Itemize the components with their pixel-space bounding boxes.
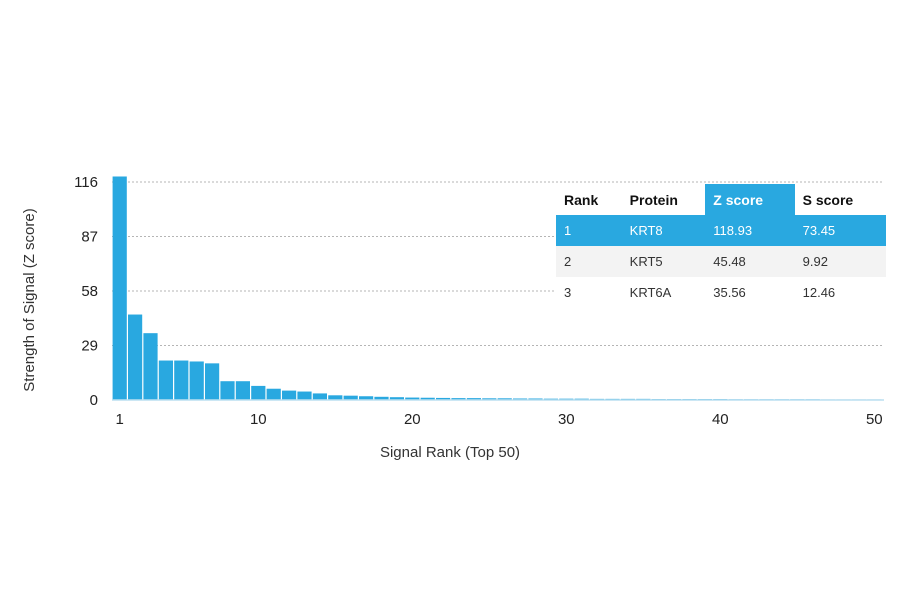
header-rank: Rank (556, 184, 622, 215)
bar-rank-21 (420, 397, 435, 400)
bar-series (112, 176, 882, 401)
bar-rank-11 (266, 388, 281, 400)
cell-rank: 3 (556, 277, 622, 308)
bar-rank-15 (328, 395, 343, 400)
bar-rank-7 (205, 363, 220, 400)
x-tick-label: 30 (558, 411, 575, 428)
x-tick-label: 50 (866, 411, 883, 428)
bar-rank-28 (528, 398, 543, 400)
bar-rank-2 (128, 314, 143, 400)
y-tick-label: 29 (81, 338, 98, 355)
x-tick-label: 40 (712, 411, 729, 428)
bar-rank-17 (359, 396, 374, 400)
cell-z-score: 45.48 (705, 246, 795, 277)
cell-protein: KRT5 (621, 246, 706, 277)
bar-rank-13 (297, 391, 312, 400)
cell-s-score: 73.45 (794, 215, 886, 246)
header-s-score: S score (794, 184, 886, 215)
bar-rank-12 (282, 390, 297, 400)
cell-protein: KRT6A (621, 277, 706, 308)
x-tick-label: 1 (116, 411, 124, 428)
bar-rank-23 (451, 398, 466, 400)
header-protein: Protein (621, 184, 706, 215)
header-z-score: Z score (705, 184, 795, 215)
table-row: 2 KRT5 45.48 9.92 (556, 246, 886, 277)
bar-rank-14 (312, 393, 327, 400)
bar-rank-19 (389, 397, 404, 400)
y-axis-title: Strength of Signal (Z score) (21, 208, 38, 391)
y-tick-label: 0 (90, 392, 98, 409)
bar-rank-10 (251, 385, 266, 400)
bar-rank-25 (482, 398, 497, 400)
top-signals-table: Rank Protein Z score S score 1 KRT8 118.… (556, 184, 886, 308)
cell-s-score: 12.46 (794, 277, 886, 308)
bar-rank-6 (189, 361, 204, 400)
bar-rank-1 (112, 176, 127, 400)
bar-rank-27 (513, 398, 528, 400)
table-row: 1 KRT8 118.93 73.45 (556, 215, 886, 246)
bar-rank-5 (174, 360, 189, 400)
bar-rank-24 (466, 398, 481, 400)
bar-rank-20 (405, 397, 420, 400)
cell-z-score: 35.56 (705, 277, 795, 308)
bar-rank-4 (158, 360, 173, 400)
x-tick-label: 20 (404, 411, 421, 428)
cell-rank: 1 (556, 215, 622, 246)
table-row: 3 KRT6A 35.56 12.46 (556, 277, 886, 308)
bar-rank-3 (143, 333, 158, 400)
x-axis-title: Signal Rank (Top 50) (380, 444, 520, 461)
table-header-row: Rank Protein Z score S score (556, 184, 886, 215)
cell-s-score: 9.92 (794, 246, 886, 277)
y-tick-label: 116 (74, 174, 98, 191)
cell-z-score: 118.93 (705, 215, 795, 246)
y-axis-ticks: 0 29 58 87 116 (74, 174, 98, 409)
cell-protein: KRT8 (621, 215, 706, 246)
bar-rank-18 (374, 396, 389, 400)
bar-rank-8 (220, 381, 235, 400)
bar-rank-22 (436, 397, 451, 400)
bar-rank-26 (497, 398, 512, 400)
y-tick-label: 58 (81, 283, 98, 300)
y-tick-label: 87 (81, 229, 98, 246)
x-axis-ticks: 1 10 20 30 40 50 (116, 411, 883, 428)
x-tick-label: 10 (250, 411, 267, 428)
cell-rank: 2 (556, 246, 622, 277)
bar-rank-9 (235, 381, 250, 400)
bar-rank-16 (343, 395, 358, 400)
